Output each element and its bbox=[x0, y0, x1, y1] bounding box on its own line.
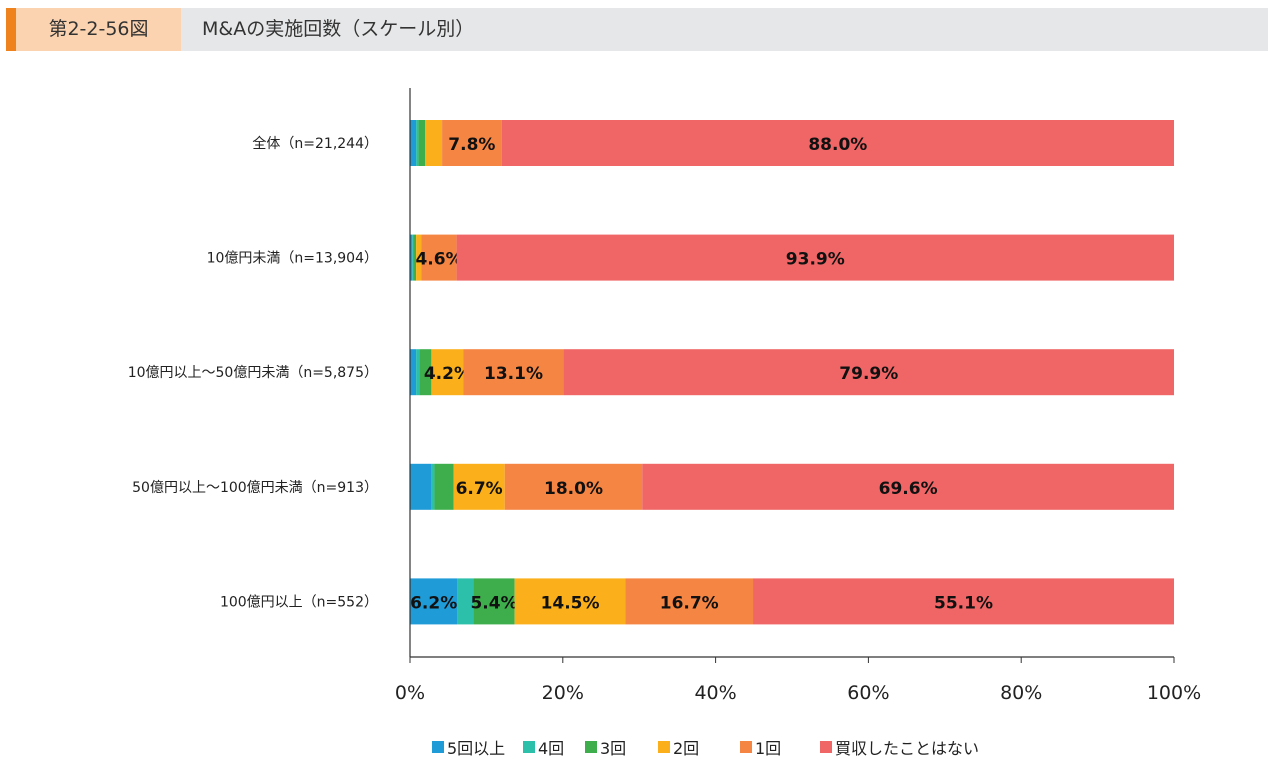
legend-swatch bbox=[740, 741, 752, 753]
figure-number: 第2-2-56図 bbox=[16, 8, 181, 51]
bar-segment bbox=[431, 463, 435, 510]
category-label: 100億円以上（n=552） bbox=[220, 594, 378, 610]
legend-label: 2回 bbox=[673, 739, 699, 758]
legend-label: 3回 bbox=[600, 739, 626, 758]
data-label: 18.0% bbox=[544, 479, 603, 499]
data-label: 14.5% bbox=[541, 593, 600, 613]
legend-label: 4回 bbox=[538, 739, 564, 758]
data-label: 79.9% bbox=[839, 364, 898, 384]
bar-segment bbox=[418, 120, 426, 166]
x-tick-label: 60% bbox=[847, 682, 889, 704]
bar-segment bbox=[563, 349, 1174, 396]
bar-segment bbox=[504, 463, 643, 510]
x-tick-label: 100% bbox=[1147, 682, 1201, 704]
chart-title: M&Aの実施回数（スケール別） bbox=[202, 18, 475, 40]
bar-segment bbox=[434, 463, 454, 510]
legend-swatch bbox=[523, 741, 535, 753]
bar-segment bbox=[416, 349, 420, 396]
bar-segment bbox=[419, 349, 432, 396]
bar-segment bbox=[416, 120, 419, 166]
data-label: 69.6% bbox=[879, 479, 938, 499]
legend-label: 1回 bbox=[755, 739, 781, 758]
bar-segment bbox=[412, 234, 414, 281]
category-label: 10億円未満（n=13,904） bbox=[207, 251, 378, 267]
x-tick-label: 20% bbox=[542, 682, 584, 704]
x-tick-label: 0% bbox=[395, 682, 425, 704]
bar-segment bbox=[457, 578, 474, 625]
bar-segment bbox=[473, 578, 515, 625]
bar-segment bbox=[421, 234, 457, 281]
data-label: 6.7% bbox=[456, 479, 503, 499]
bar-segment bbox=[410, 578, 458, 625]
bar-segment bbox=[514, 578, 626, 625]
data-label: 55.1% bbox=[934, 593, 993, 613]
bar-segment bbox=[463, 349, 564, 396]
bar-segment bbox=[410, 234, 413, 281]
data-label: 16.7% bbox=[660, 593, 719, 613]
data-label: 5.4% bbox=[470, 593, 517, 613]
legend-swatch bbox=[585, 741, 597, 753]
data-label: 6.2% bbox=[410, 593, 457, 613]
bar-segment bbox=[431, 349, 464, 396]
legend-swatch bbox=[658, 741, 670, 753]
bar-segment bbox=[625, 578, 754, 625]
x-tick-label: 40% bbox=[694, 682, 736, 704]
bar-segment bbox=[642, 463, 1174, 510]
category-label: 全体（n=21,244） bbox=[252, 135, 378, 152]
header-accent bbox=[6, 8, 16, 51]
bar-segment bbox=[413, 234, 417, 281]
bar-segment bbox=[416, 234, 422, 281]
data-label: 13.1% bbox=[484, 364, 543, 384]
data-label: 4.2% bbox=[424, 364, 471, 384]
figure-header: 第2-2-56図 M&Aの実施回数（スケール別） bbox=[6, 8, 1268, 51]
x-tick-label: 80% bbox=[1000, 682, 1042, 704]
bar-segment bbox=[456, 234, 1174, 281]
bar-segment bbox=[425, 120, 443, 166]
bar-segment bbox=[410, 120, 417, 166]
category-label: 10億円以上～50億円未満（n=5,875） bbox=[128, 365, 378, 381]
legend-swatch bbox=[820, 741, 832, 753]
bar-segment bbox=[410, 463, 432, 510]
bar-segment bbox=[442, 120, 502, 166]
legend-label: 5回以上 bbox=[447, 739, 505, 758]
data-label: 88.0% bbox=[808, 135, 867, 155]
bar-segment bbox=[410, 349, 417, 396]
bar-segment bbox=[753, 578, 1174, 625]
bar-segment bbox=[501, 120, 1174, 166]
data-label: 93.9% bbox=[786, 250, 845, 270]
data-label: 7.8% bbox=[448, 135, 495, 155]
bar-segment bbox=[453, 463, 505, 510]
legend-label: 買収したことはない bbox=[835, 739, 979, 758]
data-label: 4.6% bbox=[415, 250, 462, 270]
category-label: 50億円以上～100億円未満（n=913） bbox=[132, 480, 378, 496]
legend-swatch bbox=[432, 741, 444, 753]
